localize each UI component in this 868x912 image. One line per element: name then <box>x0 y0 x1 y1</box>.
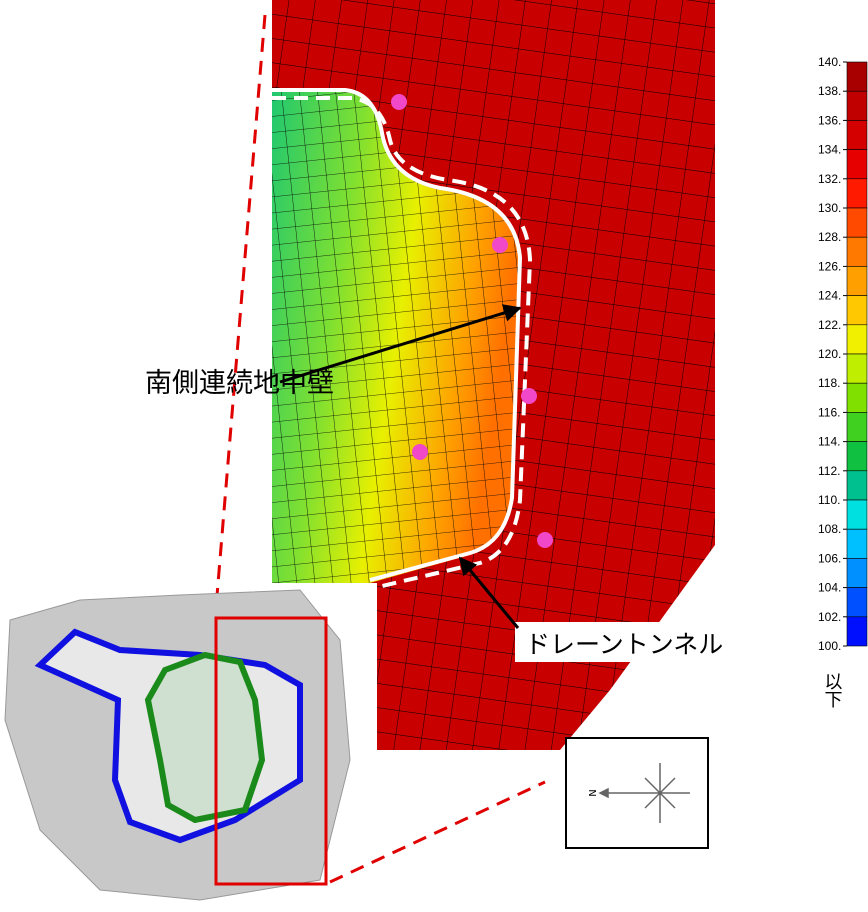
compass-label: N <box>586 789 597 796</box>
colorbar-label: 124. <box>818 289 841 303</box>
colorbar-label: 102. <box>818 610 841 624</box>
excavation-mesh <box>272 92 520 583</box>
tunnel-label: ドレーントンネル <box>525 630 723 659</box>
colorbar-band <box>846 412 868 442</box>
colorbar-band <box>846 470 868 501</box>
green-boundary <box>144 651 266 824</box>
colorbar-label: 136. <box>818 113 841 127</box>
colorbar-band <box>846 616 868 647</box>
tunnel-label-box <box>515 622 690 662</box>
wall-label: 南側連続地中壁 <box>145 368 334 399</box>
drain-tunnel-line <box>272 96 533 592</box>
colorbar-label: 130. <box>818 201 841 215</box>
colorbar-label: 104. <box>818 581 841 595</box>
colorbar-label: 138. <box>818 84 841 98</box>
colorbar-label: 100. <box>818 639 841 653</box>
colorbar-label: 106. <box>818 551 841 565</box>
compass <box>598 763 690 823</box>
colorbar-band <box>846 120 868 150</box>
observation-wells <box>391 94 553 548</box>
colorbar-band <box>846 587 868 618</box>
focus-rect <box>214 616 328 886</box>
colorbar-band <box>846 236 868 267</box>
colorbar-band <box>846 324 868 355</box>
colorbar-label: 112. <box>818 464 840 478</box>
colorbar-label: 108. <box>818 522 841 536</box>
colorbar-label: 116. <box>818 405 840 419</box>
colorbar-label: 110. <box>818 493 840 507</box>
colorbar-label: 128. <box>818 230 841 244</box>
colorbar-band <box>846 178 868 209</box>
colorbar-band <box>846 353 868 384</box>
colorbar-label: 120. <box>818 347 841 361</box>
colorbar-band <box>846 61 868 92</box>
below-label: 以下 <box>822 672 843 708</box>
wall-arrow <box>279 304 522 384</box>
colorbar-label: 140. <box>818 55 841 69</box>
colorbar-label: 114. <box>818 435 840 449</box>
colorbar-band <box>846 558 868 588</box>
colorbar-band <box>846 382 868 413</box>
colorbar-band <box>846 90 868 121</box>
tunnel-arrow <box>458 556 520 629</box>
colorbar-band <box>846 207 868 238</box>
colorbar-band <box>846 528 868 559</box>
colorbar-band <box>846 441 868 472</box>
colorbar-band <box>846 266 868 296</box>
colorbar-band <box>846 295 868 326</box>
wall-line <box>272 88 523 582</box>
colorbar-label: 118. <box>818 376 840 390</box>
colorbar-label: 132. <box>818 172 841 186</box>
colorbar-band <box>846 149 868 180</box>
colorbar-label: 126. <box>818 259 841 273</box>
colorbar-band <box>846 499 868 530</box>
colorbar: 140. 138. 136. 134. 132. 130. 128. 126. 124. 122.… <box>818 55 868 653</box>
colorbar-label: 134. <box>818 143 841 157</box>
colorbar-label: 122. <box>818 318 841 332</box>
zoom-lines <box>213 14 546 884</box>
